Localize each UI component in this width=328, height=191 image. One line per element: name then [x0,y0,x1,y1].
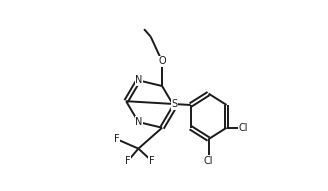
Text: Cl: Cl [239,123,248,133]
Text: S: S [171,99,177,109]
Text: Cl: Cl [204,156,213,166]
Text: F: F [114,134,119,144]
Text: N: N [135,75,143,85]
Text: O: O [158,56,166,66]
Text: F: F [125,156,131,166]
Text: F: F [149,156,154,166]
Text: N: N [135,117,143,127]
